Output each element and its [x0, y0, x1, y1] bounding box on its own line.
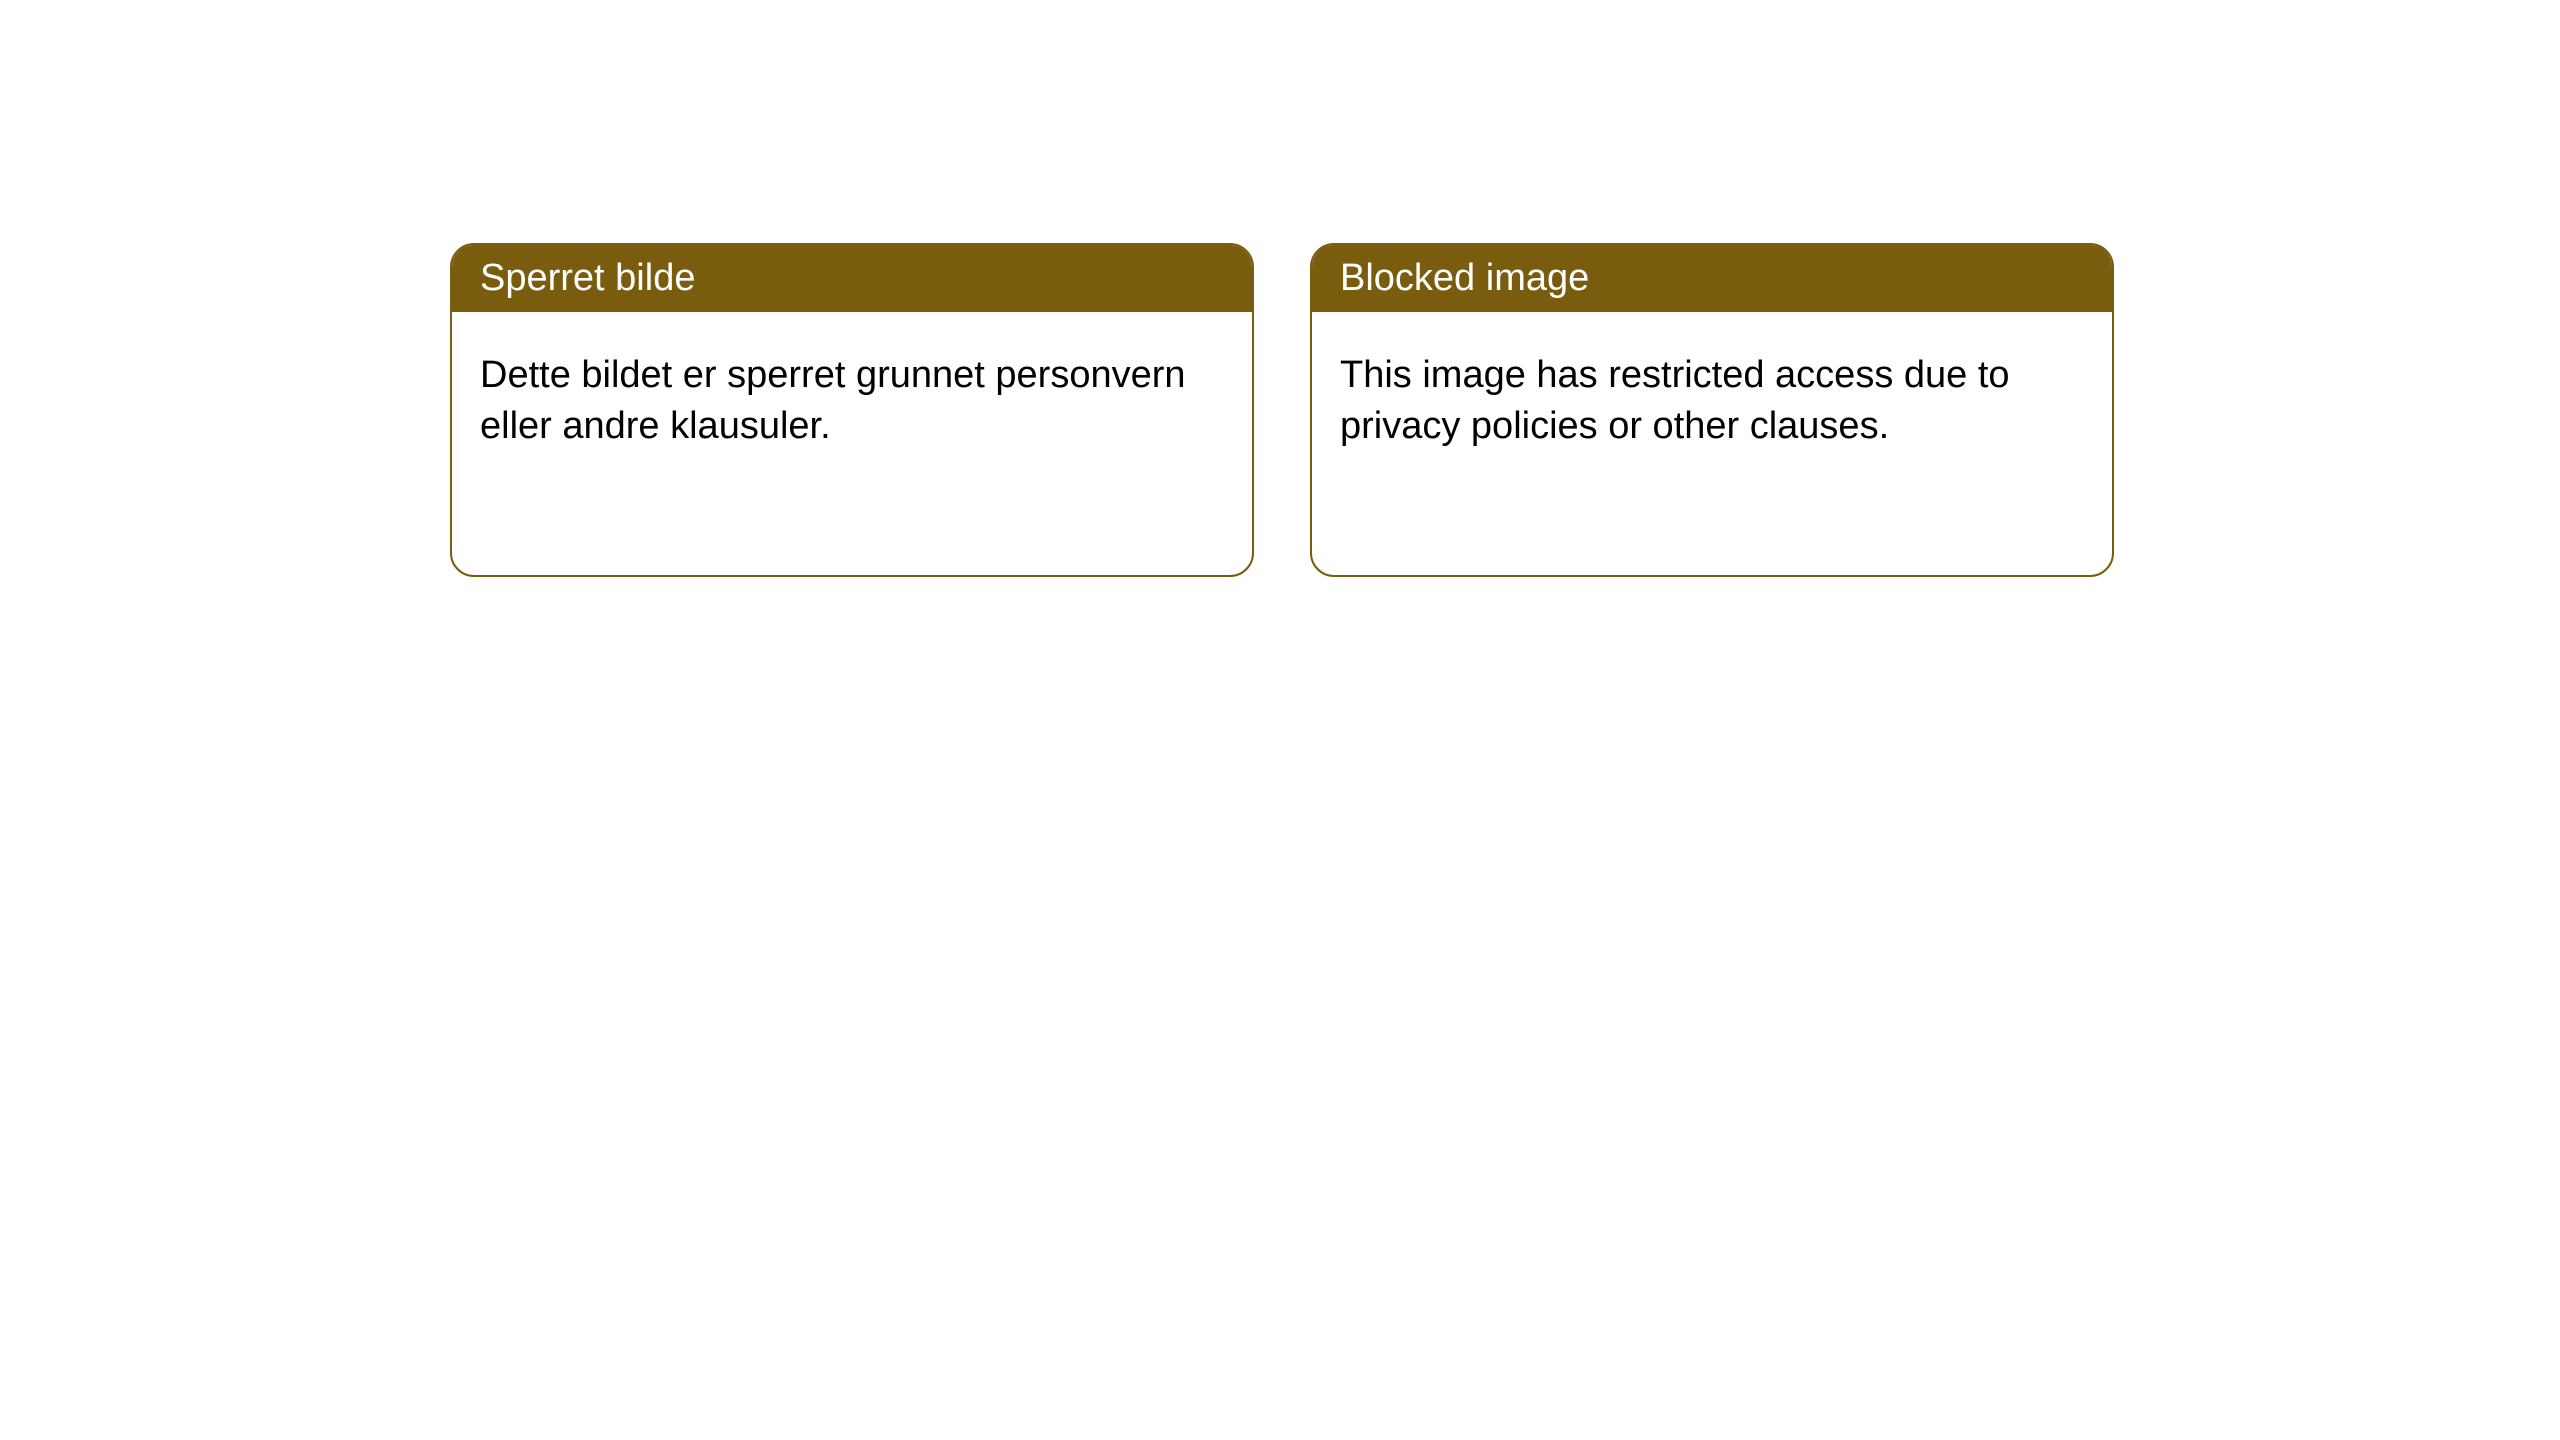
notice-card-norwegian: Sperret bilde Dette bildet er sperret gr… — [450, 243, 1254, 577]
notice-card-text: This image has restricted access due to … — [1340, 354, 2010, 447]
notice-cards-container: Sperret bilde Dette bildet er sperret gr… — [450, 243, 2114, 577]
notice-card-english: Blocked image This image has restricted … — [1310, 243, 2114, 577]
notice-card-header: Blocked image — [1312, 245, 2112, 312]
notice-card-title: Blocked image — [1340, 257, 1589, 299]
notice-card-text: Dette bildet er sperret grunnet personve… — [480, 354, 1186, 447]
notice-card-title: Sperret bilde — [480, 257, 695, 299]
notice-card-body: Dette bildet er sperret grunnet personve… — [452, 312, 1252, 491]
notice-card-body: This image has restricted access due to … — [1312, 312, 2112, 491]
notice-card-header: Sperret bilde — [452, 245, 1252, 312]
